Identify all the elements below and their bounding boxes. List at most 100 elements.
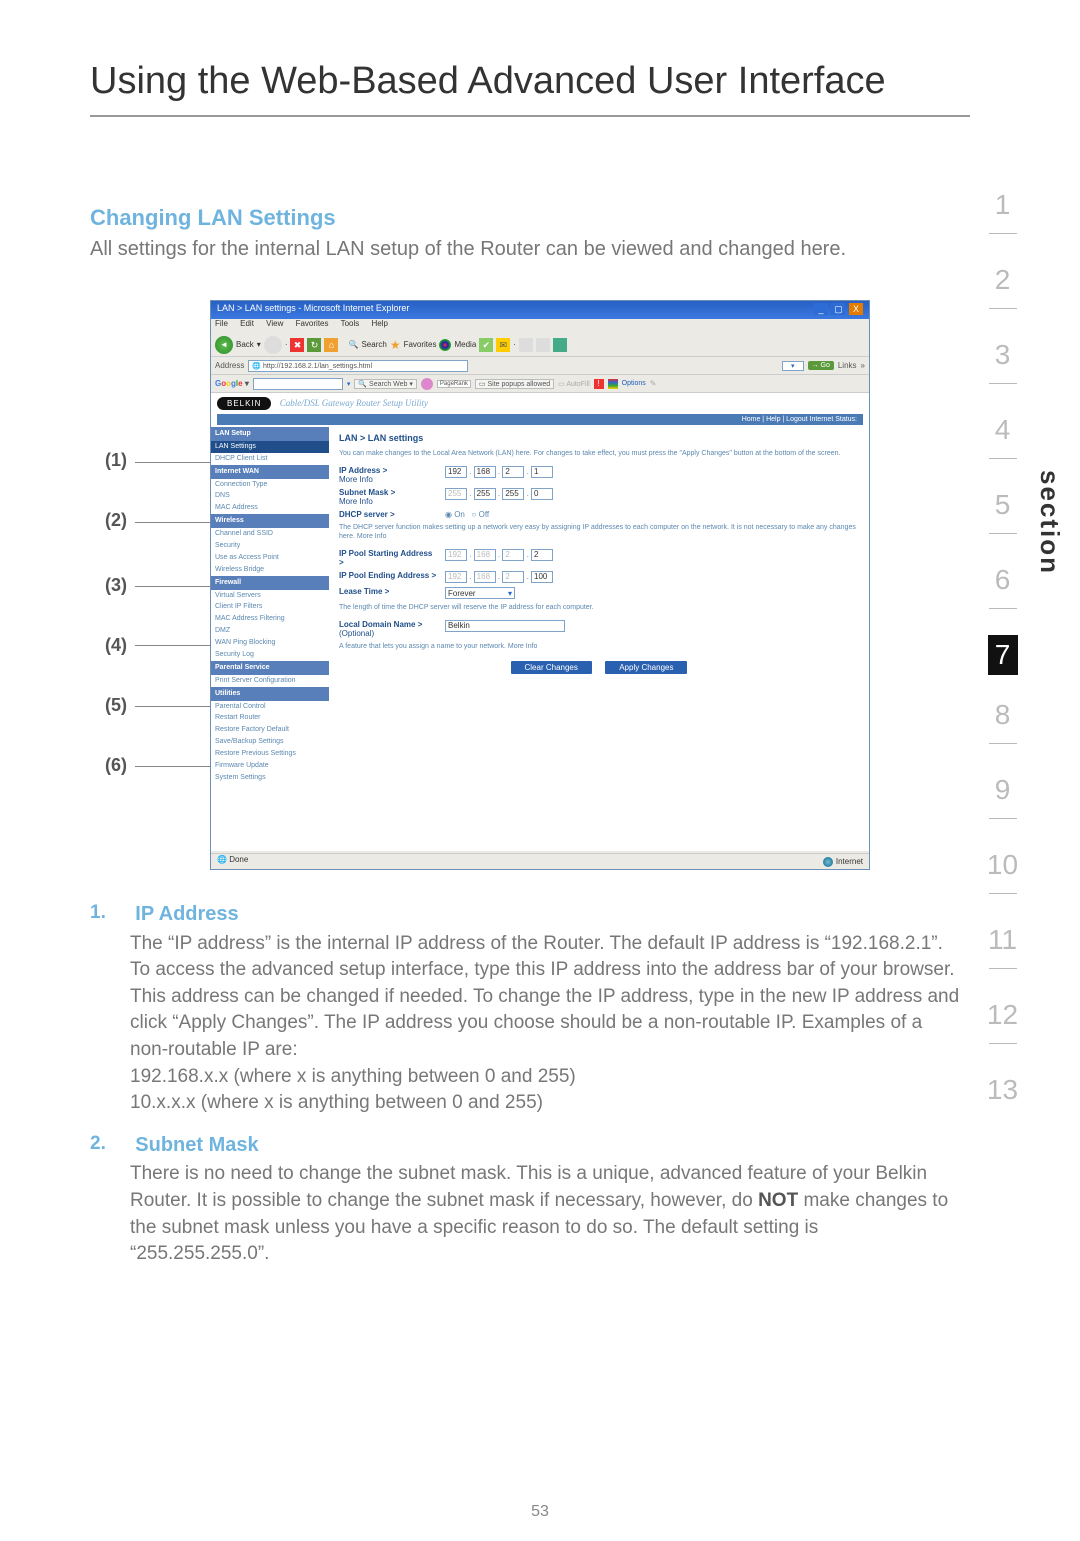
rail-10[interactable]: 10 [980, 835, 1025, 910]
close-icon[interactable]: X [849, 303, 863, 315]
go-button[interactable]: → Go [808, 361, 834, 370]
nav-macfilt[interactable]: MAC Address Filtering [211, 613, 329, 625]
domain-input[interactable]: Belkin [445, 620, 565, 632]
address-dropdown[interactable]: ▾ [782, 361, 804, 371]
pool-end-2[interactable]: 168 [474, 571, 496, 583]
links-label[interactable]: Links [838, 361, 857, 370]
ip-oct-1[interactable]: 192 [445, 466, 467, 478]
ip-oct-2[interactable]: 168 [474, 466, 496, 478]
rail-12[interactable]: 12 [980, 985, 1025, 1060]
pool-end-1[interactable]: 192 [445, 571, 467, 583]
nav-mac[interactable]: MAC Address [211, 502, 329, 514]
back-button[interactable]: ◄ [215, 336, 233, 354]
ip-oct-3[interactable]: 2 [502, 466, 524, 478]
google-glob-icon[interactable] [421, 378, 433, 390]
nav-factory[interactable]: Restore Factory Default [211, 724, 329, 736]
minimize-icon[interactable]: _ [814, 303, 828, 315]
forward-button[interactable] [264, 336, 282, 354]
search-icon[interactable]: 🔍 [348, 340, 358, 349]
ip-oct-4[interactable]: 1 [531, 466, 553, 478]
media-icon[interactable] [439, 339, 451, 351]
nav-backup[interactable]: Save/Backup Settings [211, 736, 329, 748]
nav-dns[interactable]: DNS [211, 490, 329, 502]
menu-edit[interactable]: Edit [240, 319, 254, 328]
ip-more-info[interactable]: More Info [339, 475, 439, 484]
nav-sys[interactable]: System Settings [211, 772, 329, 784]
rail-1[interactable]: 1 [980, 175, 1025, 250]
subnet-oct-2[interactable]: 255 [474, 488, 496, 500]
pool-start-1[interactable]: 192 [445, 549, 467, 561]
menu-help[interactable]: Help [372, 319, 388, 328]
rail-6[interactable]: 6 [980, 550, 1025, 625]
clear-changes-button[interactable]: Clear Changes [511, 661, 592, 674]
dhcp-on-radio[interactable]: ◉ On [445, 510, 465, 519]
subnet-oct-4[interactable]: 0 [531, 488, 553, 500]
pool-start-3[interactable]: 2 [502, 549, 524, 561]
google-search-dropdown[interactable]: ▾ [347, 380, 351, 388]
nav-fw[interactable]: Firmware Update [211, 760, 329, 772]
nav-channel[interactable]: Channel and SSID [211, 528, 329, 540]
rail-7-active[interactable]: 7 [988, 635, 1018, 675]
maximize-icon[interactable]: ▢ [831, 303, 845, 315]
nav-cip[interactable]: Client IP Filters [211, 601, 329, 613]
menu-view[interactable]: View [266, 319, 283, 328]
pool-start-2[interactable]: 168 [474, 549, 496, 561]
pool-end-4[interactable]: 100 [531, 571, 553, 583]
refresh-icon[interactable]: ↻ [307, 338, 321, 352]
nav-psc[interactable]: Print Server Configuration [211, 675, 329, 687]
pool-start-4[interactable]: 2 [531, 549, 553, 561]
options-icon[interactable] [608, 379, 618, 389]
google-wand-icon[interactable]: ✎ [650, 379, 657, 388]
search-web-button[interactable]: 🔍 Search Web ▾ [354, 379, 417, 389]
nav-vservers[interactable]: Virtual Servers [211, 590, 329, 602]
back-dropdown[interactable]: ▾ [257, 340, 261, 349]
favorites-icon[interactable]: ★ [390, 338, 401, 352]
nav-restart[interactable]: Restart Router [211, 712, 329, 724]
options-button[interactable]: Options [622, 380, 646, 387]
nav-wbridge[interactable]: Wireless Bridge [211, 564, 329, 576]
home-icon[interactable]: ⌂ [324, 338, 338, 352]
mail-icon[interactable]: ✉ [496, 338, 510, 352]
dhcp-off-radio[interactable]: ○ Off [472, 510, 490, 519]
menu-favorites[interactable]: Favorites [296, 319, 329, 328]
history-icon[interactable]: ✔ [479, 338, 493, 352]
nav-dmz[interactable]: DMZ [211, 625, 329, 637]
nav-wanping[interactable]: WAN Ping Blocking [211, 637, 329, 649]
rail-4[interactable]: 4 [980, 400, 1025, 475]
subnet-oct-3[interactable]: 255 [502, 488, 524, 500]
nav-parental[interactable]: Parental Control [211, 701, 329, 713]
menu-file[interactable]: File [215, 319, 228, 328]
rail-5[interactable]: 5 [980, 475, 1025, 550]
google-search-input[interactable] [253, 378, 343, 390]
rail-2[interactable]: 2 [980, 250, 1025, 325]
pagerank-badge[interactable]: PageRank [437, 380, 471, 388]
autofill-button[interactable]: ▭ AutoFill [558, 380, 590, 388]
address-input[interactable]: 🌐 http://192.168.2.1/lan_settings.html [248, 360, 468, 372]
rail-11[interactable]: 11 [980, 910, 1025, 985]
print-icon[interactable] [519, 338, 533, 352]
nav-security[interactable]: Security [211, 540, 329, 552]
subnet-oct-1[interactable]: 255 [445, 488, 467, 500]
google-logo[interactable]: Google ▾ [215, 379, 249, 388]
discuss-icon[interactable] [553, 338, 567, 352]
rail-13[interactable]: 13 [980, 1060, 1025, 1120]
alert-icon[interactable]: ! [594, 379, 604, 389]
menu-tools[interactable]: Tools [341, 319, 360, 328]
rail-9[interactable]: 9 [980, 760, 1025, 835]
nav-lan-settings[interactable]: LAN Settings [211, 441, 329, 453]
rail-8[interactable]: 8 [980, 685, 1025, 760]
rail-3[interactable]: 3 [980, 325, 1025, 400]
pool-end-3[interactable]: 2 [502, 571, 524, 583]
nav-seclog[interactable]: Security Log [211, 649, 329, 661]
subnet-more-info[interactable]: More Info [339, 497, 439, 506]
nav-conn-type[interactable]: Connection Type [211, 479, 329, 491]
edit-icon[interactable] [536, 338, 550, 352]
links-more[interactable]: » [861, 361, 865, 370]
nav-use-ap[interactable]: Use as Access Point [211, 552, 329, 564]
stop-icon[interactable]: ✖ [290, 338, 304, 352]
popups-button[interactable]: ▭ Site popups allowed [475, 379, 554, 389]
nav-dhcp-list[interactable]: DHCP Client List [211, 453, 329, 465]
nav-restore-prev[interactable]: Restore Previous Settings [211, 748, 329, 760]
apply-changes-button[interactable]: Apply Changes [605, 661, 687, 674]
lease-select[interactable]: Forever▾ [445, 587, 515, 599]
